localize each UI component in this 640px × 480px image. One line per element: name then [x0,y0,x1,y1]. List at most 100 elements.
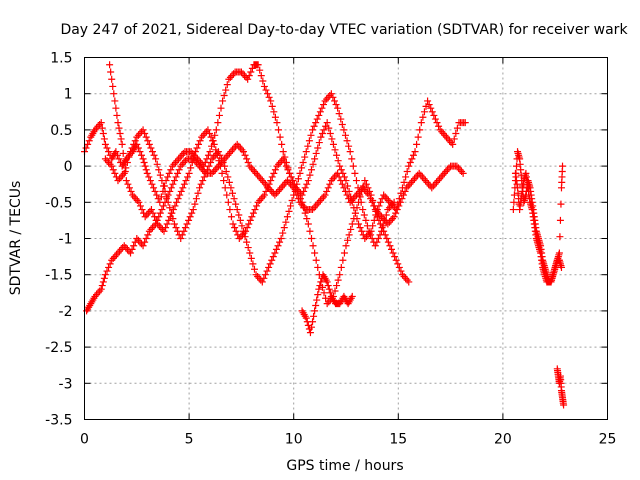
data-point [204,126,212,134]
data-point [142,235,150,242]
data-point [174,169,182,177]
data-point [312,149,320,157]
data-point [316,108,324,116]
data-point [358,187,366,195]
data-point [459,169,467,177]
data-point [262,187,270,195]
data-point [395,263,403,271]
data-point [400,191,408,199]
data-point [226,206,234,214]
data-point [284,166,292,174]
data-point [185,216,193,224]
data-point [334,276,342,284]
data-point [136,148,144,156]
data-point [343,191,351,199]
data-point [449,140,457,148]
data-point [271,166,279,174]
data-point [307,235,315,242]
data-point [287,173,295,181]
data-point [187,164,195,172]
data-point [239,227,247,235]
data-point [212,126,220,134]
data-point [419,113,427,121]
data-point [277,235,285,242]
data-point [263,267,271,275]
data-point [323,119,331,127]
data-point [267,97,275,105]
data-point [147,144,155,152]
data-point [303,180,311,188]
data-point [349,162,357,170]
data-point [108,162,116,170]
data-point [105,148,113,156]
data-point [342,242,350,250]
data-point [416,126,424,134]
data-point [560,401,568,409]
data-point [177,235,185,242]
series-track-c [106,61,413,308]
data-point [239,148,247,156]
data-point [314,291,322,299]
data-point [265,93,273,101]
data-point [236,216,244,224]
data-point [344,236,352,244]
data-point [128,245,136,253]
data-point [222,86,230,94]
data-point [509,206,517,214]
data-point [188,158,196,166]
data-point [172,173,180,181]
data-point [299,158,307,166]
grid-lines [84,57,608,420]
data-point [329,93,337,101]
data-point [145,173,153,181]
data-point [177,187,185,195]
data-point [257,72,265,80]
plot-frame [84,57,608,420]
y-tick-label: 1.5 [50,51,72,67]
data-point [398,195,406,203]
data-point [336,162,344,170]
data-point [98,282,106,290]
data-point [125,153,133,161]
data-point [366,187,374,195]
data-point [136,202,144,210]
data-point [376,231,384,239]
data-point [251,206,259,214]
data-point [324,184,332,192]
data-point [214,119,222,127]
data-point [356,224,364,232]
data-point [151,213,159,221]
data-point [556,233,564,241]
data-point [309,160,317,168]
data-point [147,206,155,214]
data-point [214,148,222,156]
data-point [401,187,409,195]
data-point [272,245,280,253]
data-point [210,140,218,148]
data-point [141,130,149,138]
data-point [337,166,345,174]
data-point [97,119,105,127]
data-point [354,184,362,192]
data-point [248,64,256,72]
data-point [340,249,348,257]
data-point [300,204,308,212]
data-point [217,104,225,112]
y-tick-label: -3.5 [45,413,72,429]
data-point [230,195,238,203]
data-point [351,209,359,217]
data-point [193,144,201,152]
data-point [413,140,421,148]
data-point [243,224,251,232]
data-point [310,312,318,320]
data-point [338,180,346,188]
data-point [143,169,151,177]
data-point [159,182,167,190]
data-point [424,97,432,105]
data-point [363,222,371,230]
data-point [450,135,458,143]
data-point [264,184,272,192]
series-track-d [101,90,398,286]
data-point [303,215,311,223]
